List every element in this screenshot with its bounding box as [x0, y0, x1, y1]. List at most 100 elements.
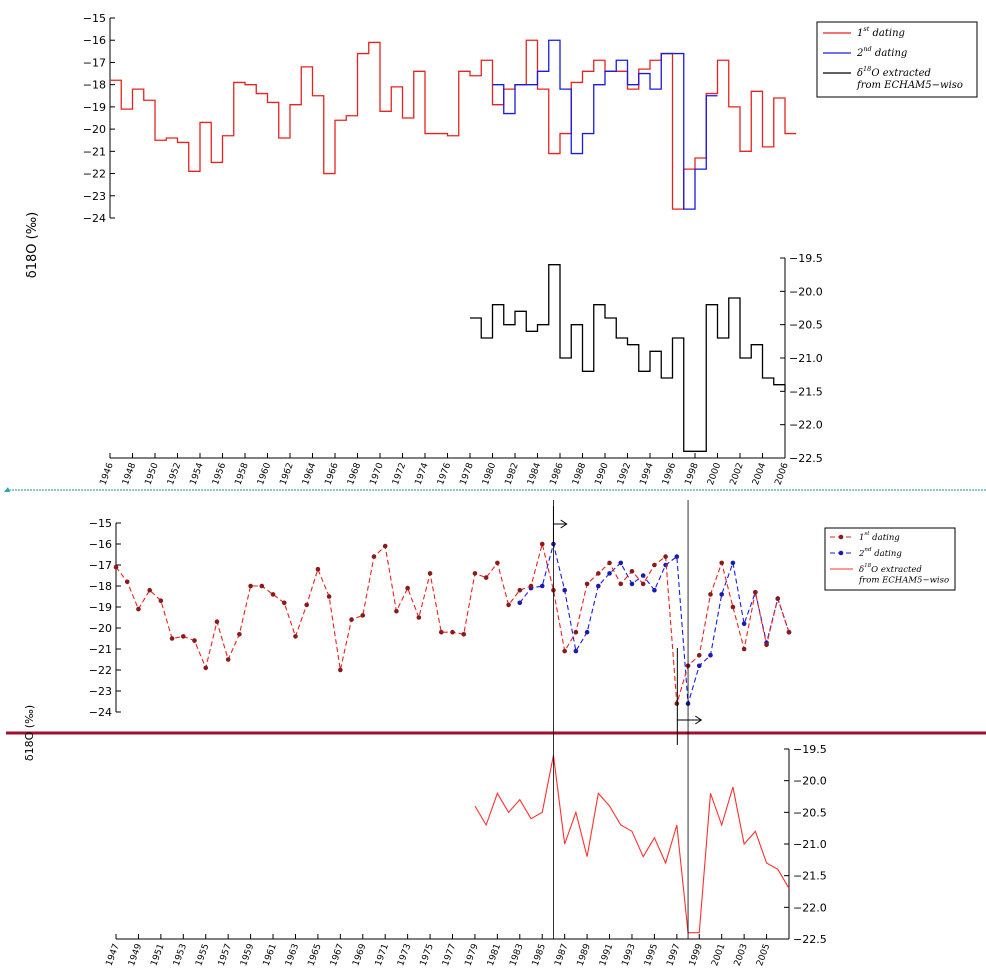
series-point-1: [237, 632, 242, 637]
x-tick-label: 1973: [396, 943, 413, 968]
ylabel-bottom: δ18O (‰): [23, 705, 36, 761]
x-tick-label: 1956: [211, 461, 228, 486]
x-tick-label: 1970: [369, 461, 386, 486]
series-point-1: [192, 638, 197, 643]
chart-top-upper: −15 −16 −17 −18 −19 −20 −21 −22 −23 −24 1st dating…: [83, 12, 978, 225]
x-tick-label: 2001: [710, 943, 727, 968]
x-tick-label: 1947: [105, 943, 122, 968]
x-tick-label: 1983: [508, 943, 525, 968]
series-point-1: [483, 575, 489, 580]
series-point-1: [259, 583, 265, 589]
legend-label-sup: 18: [863, 65, 871, 73]
series-point-2: [618, 560, 624, 566]
y-tick-label: −19.5: [793, 743, 827, 756]
x-tick-label: 2006: [774, 461, 791, 486]
legend-label-base: 2: [858, 549, 864, 559]
series-point-1: [629, 569, 635, 574]
y-tick-label: −16: [83, 34, 106, 47]
series-point-1: [753, 590, 758, 595]
legend-label-base: 1: [857, 28, 863, 39]
x-tick-label: 2005: [755, 943, 772, 968]
series-point-2: [730, 560, 736, 566]
series-point-2: [596, 583, 601, 589]
x-tick-label: 1949: [127, 942, 144, 967]
legend-label-sup: st: [863, 25, 869, 33]
series-point-1: [270, 592, 276, 597]
series-point-1: [696, 653, 702, 658]
x-tick-label: 1981: [486, 943, 503, 968]
series-point-1: [349, 617, 354, 622]
series-point-1: [730, 604, 736, 610]
series-point-1: [618, 581, 624, 587]
x-tick-label: 1969: [351, 942, 368, 967]
x-tick-label: 1958: [234, 461, 251, 486]
series-point-1: [663, 554, 668, 559]
y-tick-label: −22: [89, 664, 112, 677]
series-point-1: [136, 606, 141, 612]
series-point-1: [394, 608, 399, 614]
series-point-1: [652, 562, 657, 568]
legend-label-rest: O extracted: [871, 68, 931, 79]
legend-label: 2nd dating: [858, 547, 902, 559]
x-tick-label: 1961: [262, 943, 279, 968]
series-point-2: [607, 571, 612, 576]
x-tick-label: 1980: [481, 461, 498, 486]
y-tick-label: −15: [89, 517, 112, 530]
x-tick-label: 1966: [324, 461, 341, 486]
series-point-1: [158, 598, 164, 603]
series-point-1: [461, 632, 467, 637]
x-tick-label: 1957: [217, 943, 234, 968]
x-tick-label: 1964: [301, 461, 318, 486]
x-tick-label: 1972: [391, 462, 408, 487]
x-tick-label: 1989: [576, 942, 593, 967]
x-tick-label: 1950: [144, 461, 161, 486]
y-tick-label: −21.0: [793, 838, 827, 851]
legend-label-base: δ: [859, 565, 864, 575]
x-tick-label: 1987: [553, 943, 570, 968]
series-point-1: [326, 594, 332, 599]
series-point-1: [708, 592, 713, 597]
y-tick-label: −21.5: [789, 385, 823, 398]
series-point-1: [786, 629, 792, 635]
series-point-1: [607, 560, 612, 566]
series-point-1: [775, 596, 781, 601]
x-tick-label: 1982: [504, 462, 521, 487]
x-tick-label: 1994: [639, 461, 656, 486]
series-point-1: [382, 543, 388, 549]
series-point-1: [338, 667, 343, 673]
legend-label-sup: nd: [863, 45, 871, 53]
legend-label-line2: from ECHAM5−wiso: [856, 80, 963, 91]
x-tick-label: 1991: [598, 943, 615, 968]
series-point-1: [764, 642, 769, 648]
series-point-1: [248, 583, 253, 589]
legend-label-sup: 18: [864, 563, 872, 569]
series-point-1: [113, 564, 119, 570]
x-tick-label: 1968: [346, 461, 363, 486]
shift-arrowhead-1: [560, 519, 568, 529]
legend-label-rest: O extracted: [871, 565, 922, 575]
legend-swatch-dot: [838, 534, 844, 540]
x-tick-label: 1985: [531, 943, 548, 968]
series-point-2: [517, 600, 523, 606]
x-tick-label: 1993: [621, 943, 638, 968]
series-point-2: [573, 648, 579, 654]
legend-label: δ18O extracted: [857, 65, 931, 79]
series-point-2: [719, 592, 724, 597]
series-point-1: [506, 602, 511, 608]
y-tick-label: −20: [83, 123, 106, 136]
series-point-1: [640, 581, 646, 587]
legend-label-line2: from ECHAM5−wiso: [858, 576, 949, 586]
divider-marker: [4, 487, 10, 492]
y-tick-label: −15: [83, 12, 106, 25]
x-tick-label: 1952: [166, 462, 183, 487]
x-tick-label: 1959: [239, 942, 256, 967]
y-tick-label: −20.0: [793, 775, 827, 788]
x-tick-label: 1960: [256, 461, 273, 486]
series-point-1: [225, 657, 231, 662]
chart-bottom-upper: −15 −16 −17 −18 −19 −20 −21 −22 −23 −24 1st dating…: [89, 506, 956, 745]
series-line-echam: [470, 264, 786, 452]
shift-arrowhead-2: [694, 715, 703, 725]
legend-label: 2nd dating: [856, 45, 907, 59]
series-point-1: [147, 587, 152, 593]
y-tick-label: −16: [89, 538, 112, 551]
